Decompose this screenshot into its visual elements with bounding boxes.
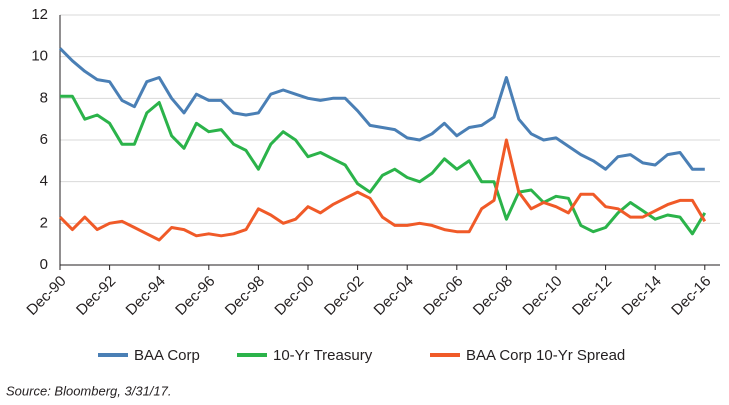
x-tick-label: Dec-94 xyxy=(123,273,169,319)
x-tick-label: Dec-08 xyxy=(470,273,516,319)
y-tick-label: 2 xyxy=(40,214,48,231)
x-tick-label: Dec-14 xyxy=(619,273,665,319)
source-note: Source: Bloomberg, 3/31/17. xyxy=(6,383,172,398)
y-tick-label: 8 xyxy=(40,89,48,106)
x-tick-label: Dec-10 xyxy=(519,273,565,319)
x-tick-label: Dec-92 xyxy=(73,273,119,319)
series-line xyxy=(58,138,707,242)
legend-label: 10-Yr Treasury xyxy=(273,347,373,364)
y-tick-label: 10 xyxy=(31,48,48,65)
x-tick-label: Dec-04 xyxy=(371,273,417,319)
legend-label: BAA Corp 10-Yr Spread xyxy=(466,347,625,364)
y-tick-label: 6 xyxy=(40,131,48,148)
y-tick-label: 4 xyxy=(40,173,48,190)
x-tick-label: Dec-90 xyxy=(23,273,69,319)
y-tick-label: 0 xyxy=(40,256,48,273)
x-tick-label: Dec-96 xyxy=(172,273,218,319)
series-line xyxy=(58,47,705,171)
x-tick-label: Dec-00 xyxy=(271,273,317,319)
x-tick-label: Dec-06 xyxy=(420,273,466,319)
x-tick-label: Dec-02 xyxy=(321,273,367,319)
y-tick-label: 12 xyxy=(31,6,48,23)
legend-label: BAA Corp xyxy=(134,347,200,364)
x-tick-label: Dec-16 xyxy=(668,273,714,319)
series-line xyxy=(60,94,707,236)
x-tick-label: Dec-98 xyxy=(222,273,268,319)
x-tick-label: Dec-12 xyxy=(569,273,615,319)
